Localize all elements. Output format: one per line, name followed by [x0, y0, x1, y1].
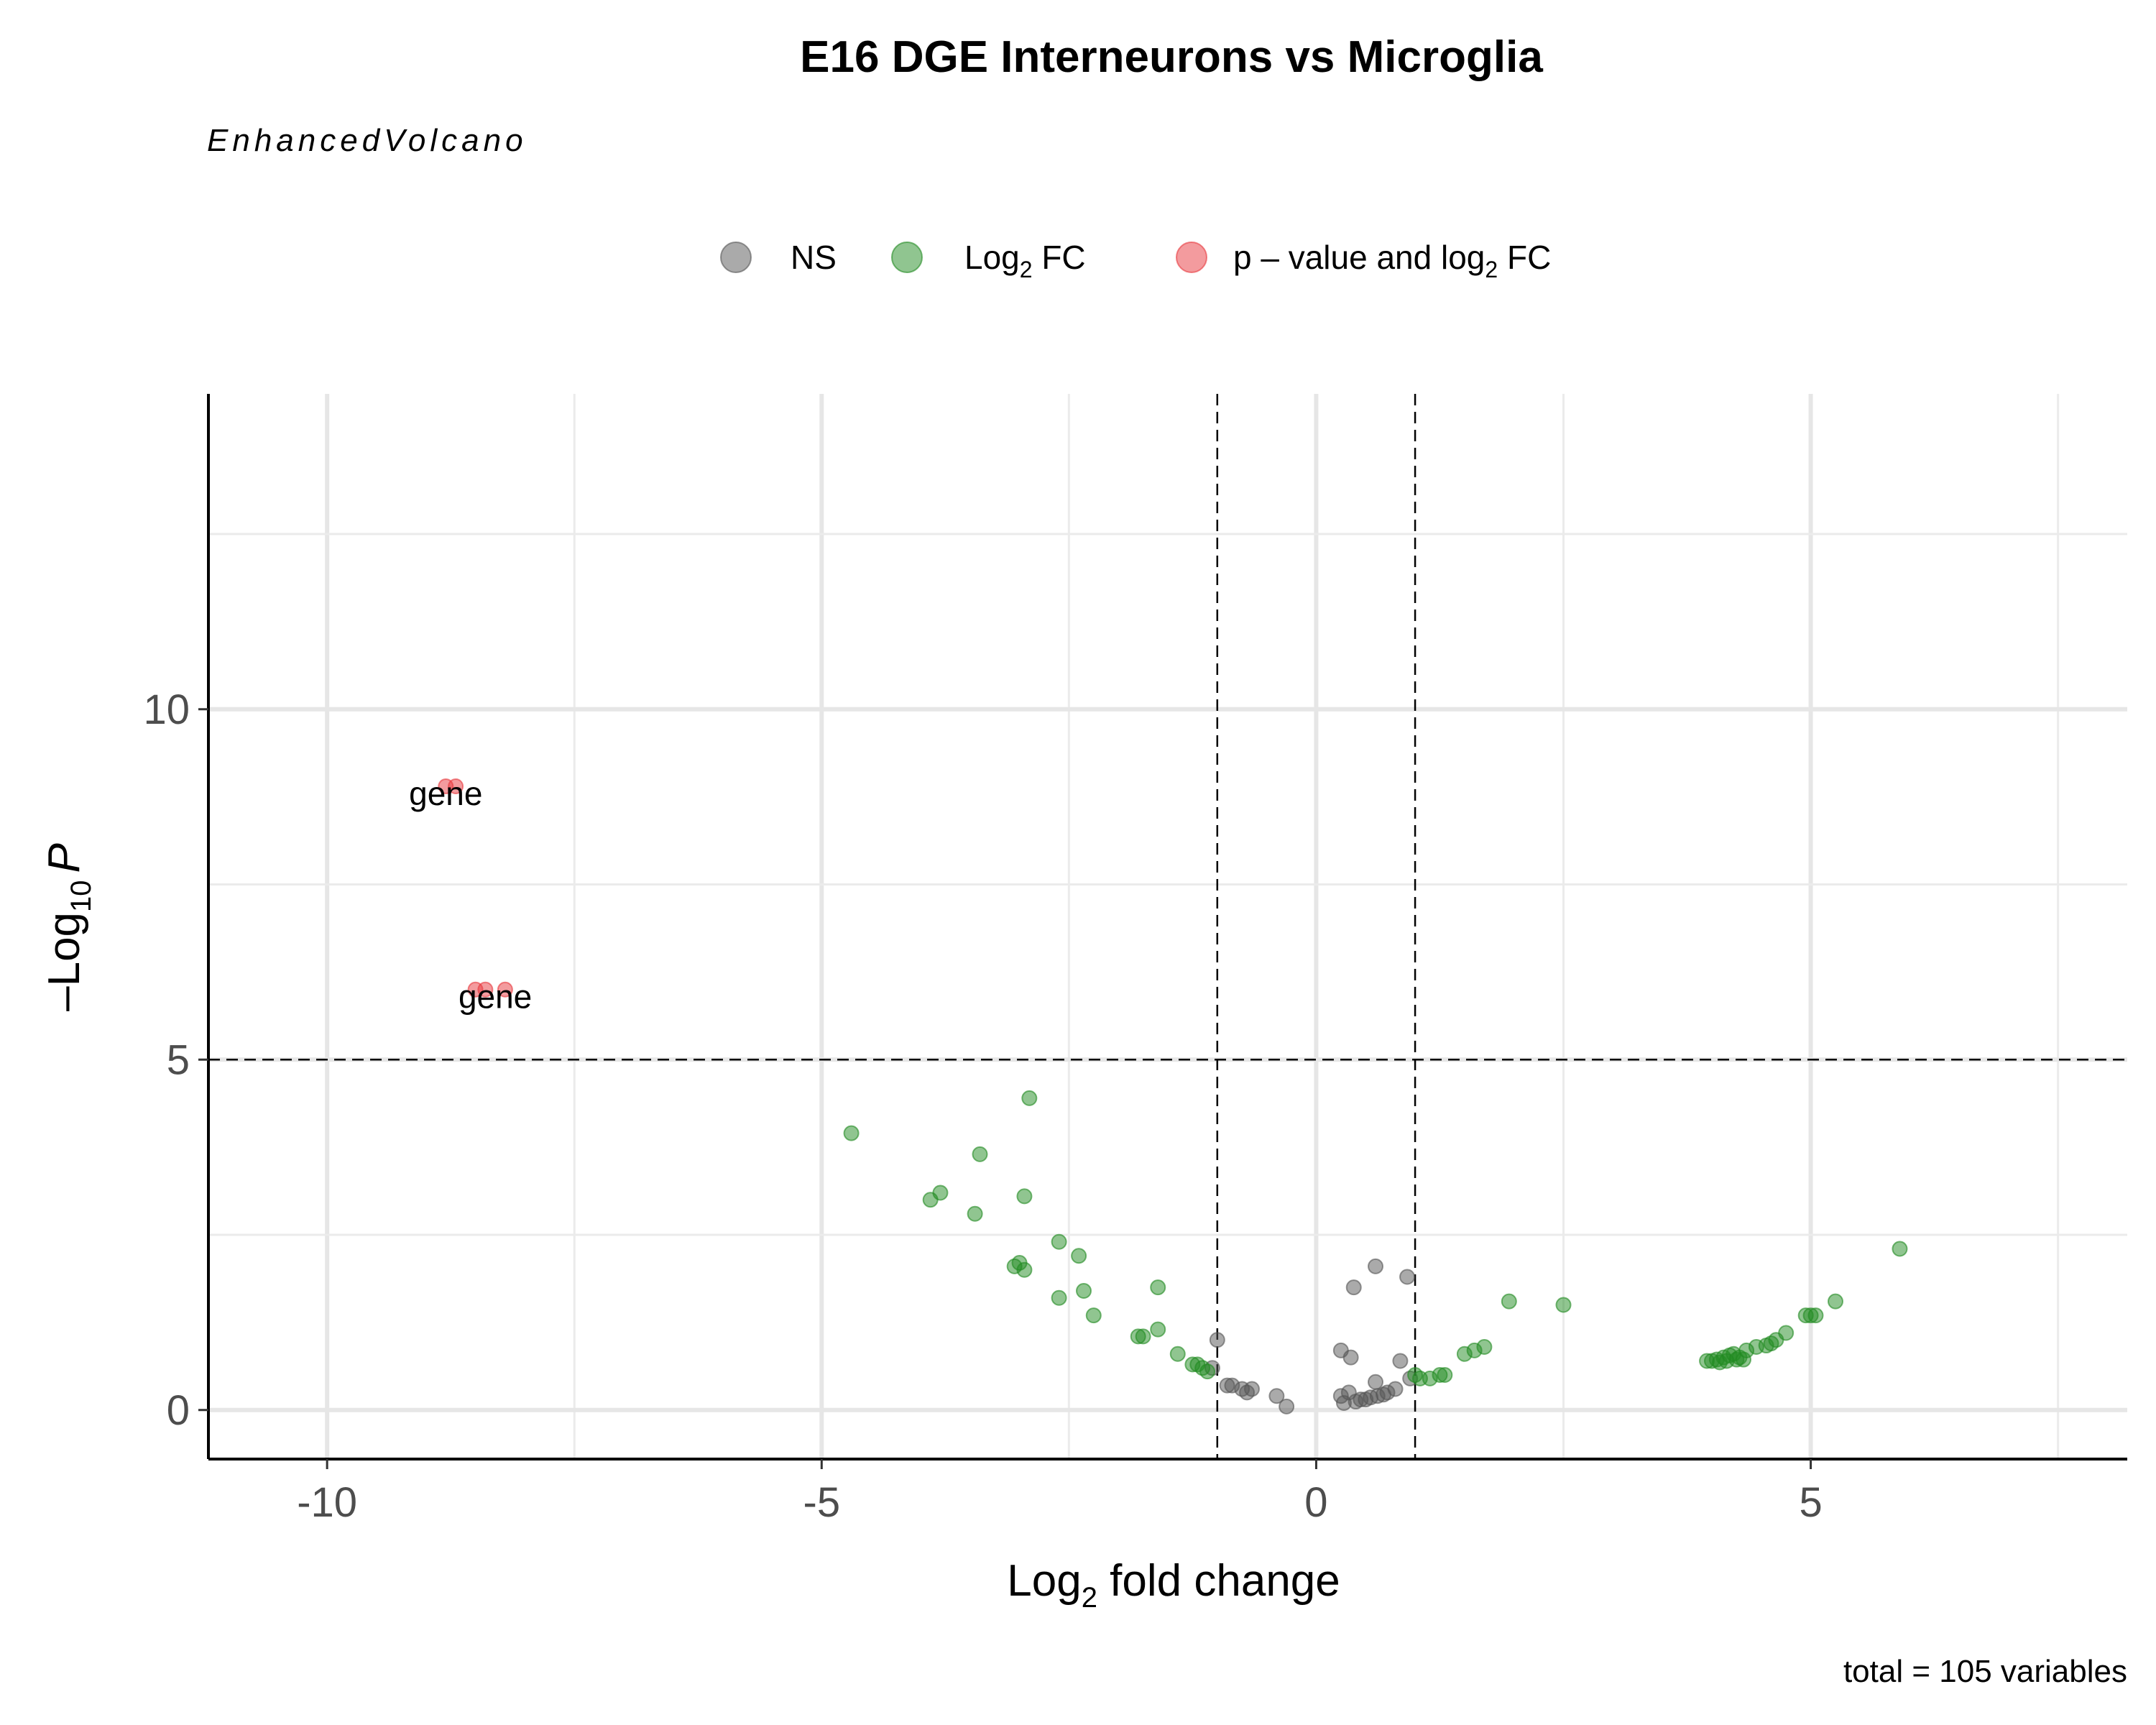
point-ns: [1399, 1269, 1416, 1285]
gene-label: gene: [409, 775, 482, 812]
point-fc: [1437, 1367, 1453, 1383]
point-fc: [1076, 1283, 1092, 1299]
legend-key-ns: [720, 242, 752, 273]
point-fc: [1071, 1248, 1087, 1264]
axes: [207, 394, 2127, 1460]
point-ns: [1268, 1388, 1285, 1404]
point-fc: [1194, 1360, 1211, 1376]
point-fc: [1169, 1346, 1186, 1362]
legend-label-ns: NS: [791, 239, 837, 276]
point-fc: [1892, 1241, 1908, 1257]
point-fc: [1150, 1279, 1166, 1296]
point-ns: [1209, 1332, 1225, 1348]
point-fc: [1006, 1258, 1023, 1274]
x-tick-label: 5: [1799, 1479, 1822, 1526]
point-pfc: [477, 981, 494, 998]
legend-label-fc: Log2 FC: [964, 239, 1086, 282]
point-ns: [1342, 1349, 1359, 1366]
point-pfc: [497, 981, 513, 998]
legend-key-fc: [891, 242, 923, 273]
point-fc: [1051, 1289, 1067, 1306]
point-ns: [1368, 1374, 1384, 1390]
point-fc: [1555, 1297, 1572, 1313]
point-fc: [1021, 1090, 1038, 1106]
point-fc: [1827, 1293, 1843, 1310]
x-tick-label: -10: [297, 1479, 357, 1526]
point-fc: [1135, 1328, 1151, 1345]
point-fc: [1778, 1325, 1795, 1341]
caption: total = 105 variables: [1843, 1654, 2127, 1689]
legend-key-pfc: [1176, 242, 1207, 273]
point-ns: [1368, 1258, 1384, 1274]
y-axis-label: –Log10P: [40, 843, 97, 1011]
point-ns: [1345, 1279, 1362, 1296]
y-tick-label: 10: [143, 686, 190, 733]
point-ns: [1279, 1398, 1295, 1414]
chart-subtitle: EnhancedVolcano: [207, 123, 528, 158]
point-fc: [1807, 1307, 1824, 1324]
point-fc: [932, 1184, 949, 1201]
x-tick-label: 0: [1304, 1479, 1327, 1526]
point-fc: [1150, 1321, 1166, 1338]
x-tick-label: -5: [803, 1479, 841, 1526]
point-fc: [967, 1205, 983, 1222]
y-tick-label: 5: [167, 1036, 190, 1083]
gene-label: gene: [459, 978, 532, 1016]
threshold-lines: [208, 394, 2127, 1459]
chart-title: E16 DGE Interneurons vs Microglia: [800, 32, 1543, 82]
x-axis-label: Log2 fold change: [1007, 1556, 1340, 1614]
point-fc: [843, 1125, 860, 1141]
point-fc: [1016, 1188, 1033, 1205]
point-ns: [1392, 1353, 1409, 1369]
point-fc: [1051, 1233, 1067, 1250]
point-fc: [1085, 1307, 1102, 1324]
y-tick-label: 0: [167, 1387, 190, 1434]
point-fc: [1476, 1339, 1493, 1355]
tick-labels: -10 -5 0 5 0 5 10: [143, 686, 1822, 1526]
point-pfc: [448, 778, 464, 794]
point-labels: gene gene: [409, 775, 532, 1016]
point-ns: [1243, 1381, 1260, 1397]
point-fc: [1501, 1293, 1517, 1310]
legend-label-pfc: p – value and log2 FC: [1233, 239, 1551, 282]
point-ns: [1387, 1381, 1404, 1397]
legend: NS Log2 FC p – value and log2 FC: [720, 239, 1551, 282]
data-points: [438, 778, 1908, 1414]
point-fc: [972, 1146, 988, 1162]
